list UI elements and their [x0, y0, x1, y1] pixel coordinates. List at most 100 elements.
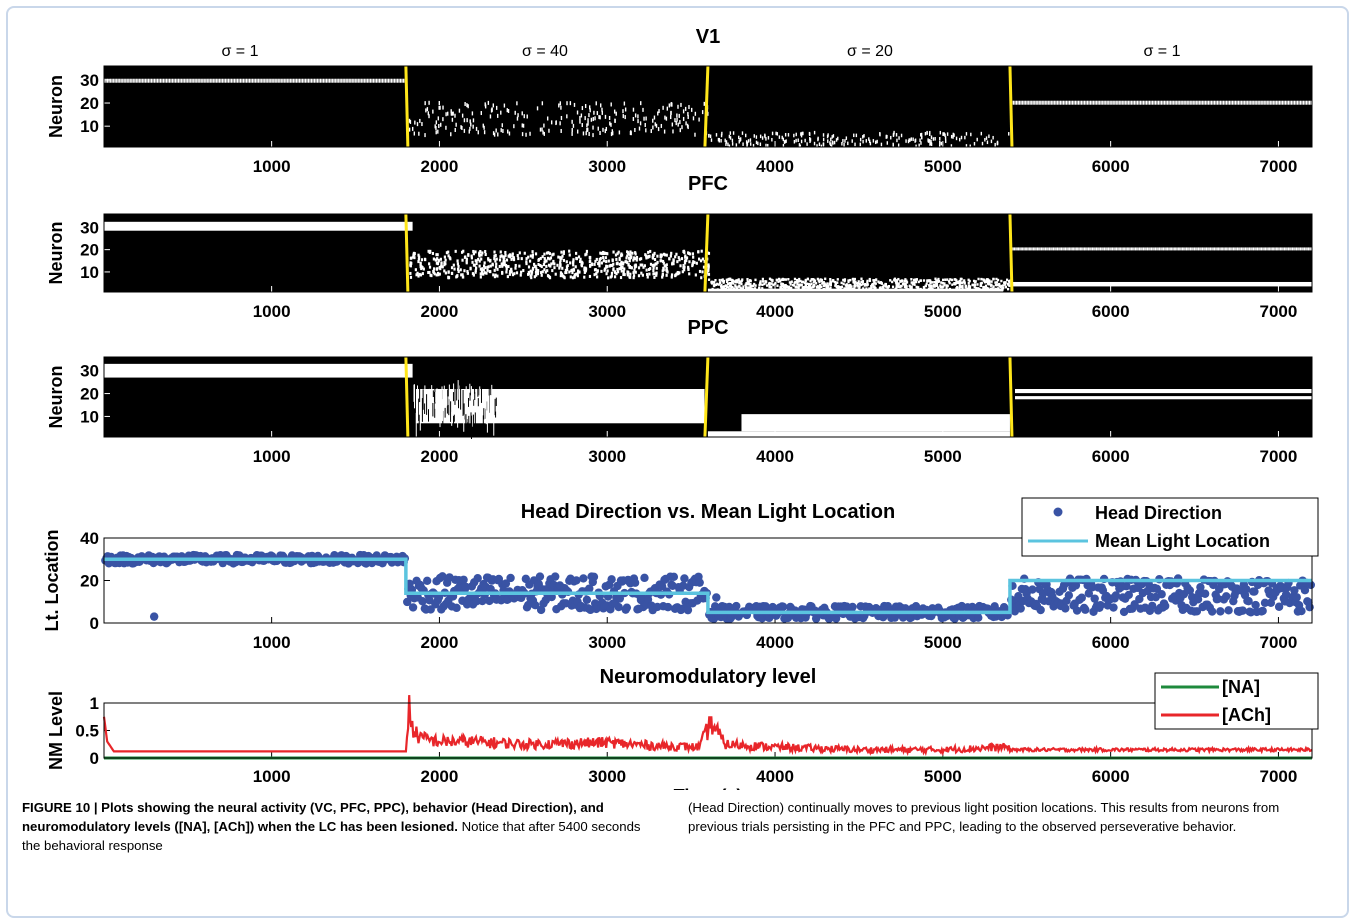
activity-mark	[572, 267, 575, 271]
activity-mark	[579, 257, 582, 261]
activity-mark	[414, 384, 416, 409]
activity-mark	[648, 272, 651, 276]
activity-mark	[566, 264, 569, 268]
activity-mark	[493, 132, 496, 137]
activity-mark	[432, 257, 435, 261]
activity-mark	[963, 279, 966, 282]
activity-mark	[958, 280, 961, 283]
head-direction-point	[1111, 591, 1121, 600]
activity-mark	[967, 281, 970, 285]
activity-mark	[722, 279, 726, 283]
activity-mark	[461, 113, 464, 118]
activity-mark	[507, 265, 510, 269]
head-direction-point	[848, 602, 857, 612]
activity-mark	[629, 253, 632, 257]
activity-mark	[463, 403, 465, 420]
activity-mark	[244, 78, 246, 83]
activity-mark	[946, 132, 949, 136]
activity-mark	[1254, 247, 1256, 251]
activity-mark	[872, 285, 875, 288]
activity-mark	[329, 78, 331, 83]
activity-mark	[952, 135, 954, 139]
activity-mark	[1121, 100, 1123, 105]
head-direction-point	[551, 572, 560, 581]
activity-mark	[879, 132, 881, 137]
activity-mark	[654, 262, 657, 266]
activity-mark	[1304, 100, 1306, 105]
activity-mark	[604, 114, 607, 119]
activity-mark	[813, 130, 816, 135]
activity-mark	[465, 414, 467, 427]
activity-mark	[1114, 100, 1116, 105]
activity-mark	[787, 278, 790, 281]
activity-mark	[720, 139, 722, 143]
activity-mark	[1142, 100, 1145, 105]
activity-mark	[539, 127, 542, 132]
activity-mark	[830, 144, 833, 148]
activity-mark	[857, 280, 860, 283]
activity-mark	[571, 119, 573, 124]
activity-mark	[1094, 247, 1096, 251]
activity-mark	[764, 280, 767, 283]
activity-mark	[479, 267, 482, 271]
activity-mark	[1274, 247, 1276, 251]
activity-mark	[438, 272, 441, 276]
activity-mark	[721, 278, 724, 281]
y-axis-label: Neuron	[46, 222, 66, 285]
activity-mark	[975, 286, 978, 290]
activity-mark	[764, 134, 766, 139]
activity-mark	[447, 396, 449, 405]
sigma-label: σ = 20	[847, 43, 893, 60]
activity-mark	[1046, 100, 1048, 105]
head-direction-point	[1306, 580, 1316, 590]
activity-mark	[989, 284, 993, 287]
activity-mark	[1126, 247, 1128, 251]
activity-mark	[501, 264, 504, 268]
activity-mark	[863, 134, 865, 138]
activity-mark	[929, 142, 931, 146]
activity-mark	[545, 264, 548, 268]
activity-mark	[901, 279, 904, 283]
activity-mark	[818, 142, 821, 146]
activity-mark	[620, 252, 623, 256]
activity-mark	[506, 275, 509, 279]
activity-mark	[409, 271, 412, 275]
activity-mark	[505, 258, 509, 262]
activity-mark	[781, 282, 784, 286]
activity-mark	[613, 275, 617, 279]
activity-mark	[914, 138, 917, 143]
activity-mark	[496, 274, 499, 278]
activity-mark	[440, 264, 443, 268]
activity-mark	[687, 114, 689, 119]
activity-mark	[604, 129, 607, 134]
activity-mark	[639, 263, 642, 267]
activity-mark	[600, 103, 602, 108]
activity-mark	[1103, 100, 1105, 105]
activity-mark	[1302, 247, 1304, 251]
activity-mark	[583, 275, 586, 279]
activity-mark	[1153, 100, 1155, 105]
activity-mark	[748, 283, 751, 286]
activity-mark	[974, 280, 977, 283]
activity-mark	[1158, 247, 1161, 251]
activity-mark	[847, 284, 850, 287]
activity-mark	[1309, 247, 1311, 251]
activity-mark	[369, 78, 371, 83]
activity-mark	[858, 282, 862, 286]
activity-mark	[884, 282, 887, 286]
activity-mark	[683, 268, 686, 272]
activity-mark	[1260, 100, 1262, 105]
activity-mark	[478, 404, 480, 422]
activity-mark	[806, 142, 808, 146]
activity-mark	[475, 126, 478, 131]
activity-mark	[745, 282, 748, 285]
activity-mark	[1167, 247, 1169, 251]
activity-mark	[950, 134, 953, 139]
activity-mark	[845, 284, 848, 288]
activity-mark	[919, 133, 922, 137]
activity-mark	[256, 78, 258, 83]
activity-mark	[537, 258, 540, 262]
activity-mark	[1186, 100, 1188, 105]
activity-mark	[482, 264, 486, 268]
